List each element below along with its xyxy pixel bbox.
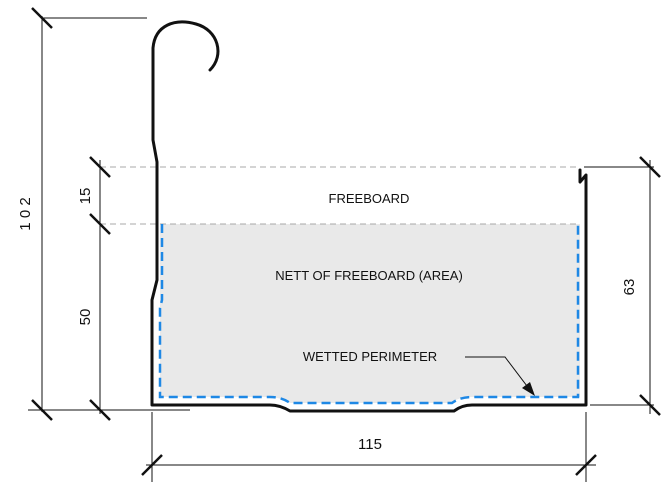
nett-area-fill xyxy=(160,224,580,403)
dim-nett-label: 50 xyxy=(77,309,94,326)
wetted-perimeter-leader xyxy=(465,356,531,391)
dim-freeboard-label: 15 xyxy=(77,188,94,205)
nett-area-label: NETT OF FREEBOARD (AREA) xyxy=(275,268,463,283)
dim-total-height-tick-top xyxy=(31,7,53,29)
wetted-perimeter-label: WETTED PERIMETER xyxy=(303,349,437,364)
dim-right-height-label: 63 xyxy=(621,279,638,296)
wetted-perimeter-line xyxy=(158,224,580,405)
wetted-perimeter-arrowhead-icon xyxy=(522,382,535,396)
dim-freeboard-tick-top xyxy=(89,156,111,178)
dim-freeboard-tick-mid xyxy=(89,213,111,235)
dim-total-height-tick-bottom xyxy=(31,399,53,421)
dim-nett-tick-bottom xyxy=(89,399,111,421)
dim-right-height-tick-top xyxy=(639,156,661,178)
gutter-outline xyxy=(150,20,588,413)
dim-total-height-label: 1 0 2 xyxy=(17,197,34,230)
freeboard-label: FREEBOARD xyxy=(329,191,410,206)
dim-width-label: 115 xyxy=(358,436,382,453)
dim-width-tick-right xyxy=(575,454,597,476)
dim-width-tick-left xyxy=(141,454,163,476)
dim-right-height-tick-bottom xyxy=(639,394,661,416)
